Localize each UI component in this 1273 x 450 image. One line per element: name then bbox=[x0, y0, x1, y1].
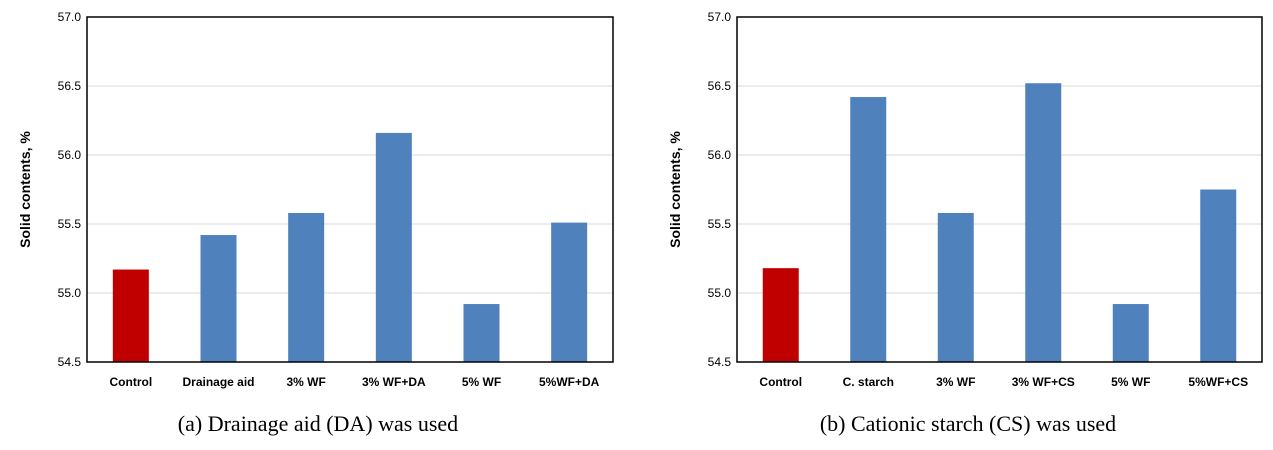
y-tick-label: 56.0 bbox=[58, 148, 82, 162]
category-label: 3% WF+CS bbox=[1012, 375, 1075, 389]
y-tick-label: 55.0 bbox=[708, 286, 732, 300]
category-label: Drainage aid bbox=[182, 375, 254, 389]
bar-1-3 bbox=[1025, 83, 1062, 363]
y-tick-label: 55.0 bbox=[58, 286, 82, 300]
plot-frame bbox=[736, 16, 1263, 363]
y-tick-label: 56.0 bbox=[708, 148, 732, 162]
y-tick-label: 57.0 bbox=[708, 10, 732, 24]
y-axis-label: Solid contents, % bbox=[17, 131, 33, 248]
category-label: 3% WF bbox=[936, 375, 975, 389]
bar-0-2 bbox=[288, 212, 325, 362]
bar-1-1 bbox=[850, 97, 887, 362]
chart-1: Control C. starch 3% WF 3% WF+CS 5% WF 5%WF+C… bbox=[667, 10, 1263, 436]
y-tick-label: 56.5 bbox=[708, 79, 732, 93]
category-label: 5% WF bbox=[1111, 375, 1150, 389]
bar-0-5 bbox=[551, 222, 588, 362]
bar-0-4 bbox=[463, 304, 500, 362]
y-tick-label: 55.5 bbox=[58, 217, 82, 231]
bar-1-4 bbox=[1112, 304, 1149, 362]
bar-1-2 bbox=[937, 212, 974, 362]
chart-0: Control Drainage aid 3% WF 3% WF+DA 5% WF 5%W… bbox=[17, 10, 614, 436]
category-label: 3% WF bbox=[286, 375, 325, 389]
y-tick-label: 54.5 bbox=[708, 355, 732, 369]
category-label: 5% WF bbox=[462, 375, 501, 389]
chart-caption: (a) Drainage aid (DA) was used bbox=[178, 411, 458, 436]
category-label: C. starch bbox=[843, 375, 894, 389]
category-label: 5%WF+CS bbox=[1188, 375, 1248, 389]
y-tick-label: 57.0 bbox=[58, 10, 82, 24]
chart-caption: (b) Cationic starch (CS) was used bbox=[820, 411, 1116, 436]
y-tick-label: 54.5 bbox=[58, 355, 82, 369]
category-label: 5%WF+DA bbox=[539, 375, 600, 389]
y-axis-label: Solid contents, % bbox=[667, 131, 683, 248]
bar-1-5 bbox=[1200, 189, 1237, 362]
bar-0-3 bbox=[375, 132, 412, 362]
bar-0-0 bbox=[112, 269, 149, 362]
category-label: 3% WF+DA bbox=[362, 375, 426, 389]
y-tick-label: 56.5 bbox=[58, 79, 82, 93]
category-label: Control bbox=[759, 375, 802, 389]
plot-frame bbox=[86, 16, 614, 363]
category-label: Control bbox=[110, 375, 153, 389]
bar-1-0 bbox=[762, 268, 799, 362]
bar-0-1 bbox=[200, 235, 237, 362]
y-tick-label: 55.5 bbox=[708, 217, 732, 231]
